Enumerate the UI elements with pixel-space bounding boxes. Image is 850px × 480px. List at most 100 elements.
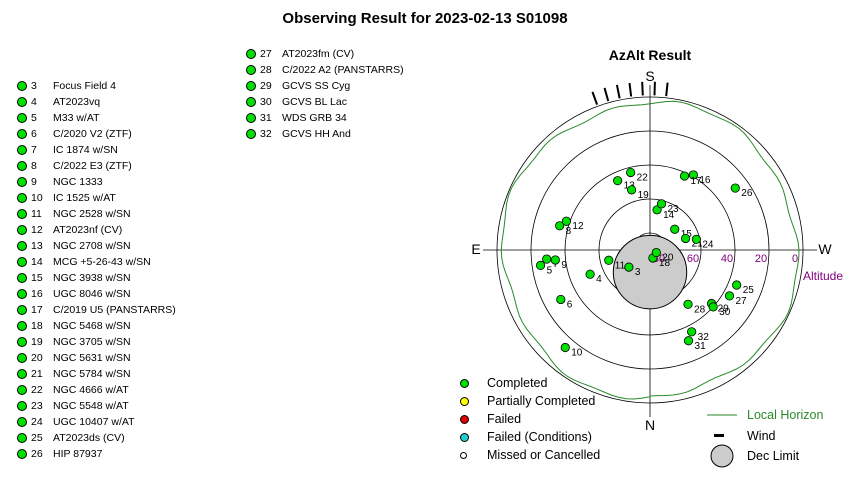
target-name: HIP 87937 [53, 448, 103, 460]
completed-dot-icon [17, 353, 27, 363]
completed-dot-icon [246, 65, 256, 75]
wind-mark [603, 87, 610, 102]
target-name: NGC 2528 w/SN [53, 208, 131, 220]
local-horizon-legend-label: Local Horizon [747, 408, 823, 422]
target-point [556, 294, 566, 305]
completed-dot-icon [17, 193, 27, 203]
target-point-label: 31 [695, 341, 707, 352]
failed-conditions-dot-icon [460, 433, 469, 442]
target-name: UGC 8046 w/SN [53, 288, 131, 300]
wind-mark [591, 91, 599, 105]
target-point-label: 16 [699, 175, 711, 186]
target-number: 3 [31, 80, 37, 92]
target-name: AT2023nf (CV) [53, 224, 123, 236]
completed-dot-icon [246, 81, 256, 91]
target-number: 16 [31, 288, 43, 300]
target-number: 26 [31, 448, 43, 460]
target-name: AT2023vq [53, 96, 101, 108]
target-point [542, 254, 552, 264]
target-point-label: 14 [663, 210, 675, 221]
altitude-tick-label: 40 [721, 253, 733, 265]
target-number: 12 [31, 224, 43, 236]
target-point [687, 327, 697, 337]
target-name: NGC 3938 w/SN [53, 272, 131, 284]
target-point-label: 23 [668, 204, 680, 215]
target-name: UGC 10407 w/AT [53, 416, 135, 428]
completed-dot-icon [17, 177, 27, 187]
completed-dot-icon [17, 113, 27, 123]
target-point [555, 221, 565, 231]
completed-dot-icon [17, 449, 27, 459]
target-number: 32 [260, 128, 272, 140]
target-name: NGC 3705 w/SN [53, 336, 131, 348]
completed-dot-icon [460, 379, 469, 388]
target-point-label: 18 [659, 258, 671, 269]
target-point [624, 262, 634, 272]
target-point [708, 302, 718, 312]
target-point [730, 183, 740, 193]
target-name: GCVS HH And [282, 128, 351, 140]
altitude-tick-label: 60 [687, 253, 699, 265]
target-name: GCVS BL Lac [282, 96, 347, 108]
target-point-label: 28 [694, 304, 706, 315]
completed-dot-icon [17, 273, 27, 283]
target-number: 8 [31, 160, 37, 172]
target-point [613, 176, 623, 186]
target-number: 20 [31, 352, 43, 364]
target-point-label: 17 [690, 176, 702, 187]
missed-dot-icon [460, 452, 467, 459]
target-name: NGC 5631 w/SN [53, 352, 131, 364]
target-name: M33 w/AT [53, 112, 100, 124]
completed-dot-icon [17, 401, 27, 411]
altitude-axis-label: Altitude [803, 269, 843, 283]
target-point [561, 216, 572, 226]
completed-dot-icon [246, 49, 256, 59]
target-point-label: 24 [702, 239, 714, 250]
target-number: 25 [31, 432, 43, 444]
target-number: 29 [260, 80, 272, 92]
dec-limit-circle [612, 234, 688, 310]
chart-title: AzAlt Result [609, 47, 692, 63]
target-point [627, 185, 637, 195]
target-point [679, 171, 690, 181]
target-number: 31 [260, 112, 272, 124]
target-point-label: 8 [566, 226, 572, 237]
target-point [550, 255, 560, 265]
target-point-label: 21 [692, 238, 704, 249]
page-title: Observing Result for 2023-02-13 S01098 [282, 10, 568, 27]
completed-dot-icon [17, 385, 27, 395]
target-name: NGC 5468 w/SN [53, 320, 131, 332]
completed-dot-icon [17, 305, 27, 315]
target-number: 19 [31, 336, 43, 348]
target-name: NGC 2708 w/SN [53, 240, 131, 252]
target-point [683, 299, 693, 309]
target-name: Focus Field 4 [53, 80, 117, 92]
completed-dot-icon [17, 417, 27, 427]
target-point [604, 255, 614, 265]
target-point-label: 6 [567, 299, 573, 310]
dec-limit-legend-mark [710, 444, 734, 468]
target-point [560, 342, 570, 353]
target-point-label: 20 [662, 253, 674, 264]
target-name: AT2023ds (CV) [53, 432, 125, 444]
target-point-label: 30 [719, 307, 731, 318]
wind-legend-label: Wind [747, 429, 776, 443]
target-point [626, 167, 636, 178]
local-horizon-line [500, 100, 800, 400]
target-point [724, 291, 735, 301]
target-number: 18 [31, 320, 43, 332]
target-point-label: 32 [698, 332, 710, 343]
target-name: GCVS SS Cyg [282, 80, 351, 92]
completed-dot-icon [17, 161, 27, 171]
target-point [656, 199, 667, 209]
target-point-label: 12 [572, 221, 584, 232]
target-point [680, 233, 691, 244]
target-points: 3456789101112131415161718192021222324252… [535, 167, 754, 359]
completed-dot-icon [17, 209, 27, 219]
target-number: 23 [31, 400, 43, 412]
target-number: 28 [260, 64, 272, 76]
direction-label-west: W [818, 241, 832, 257]
target-name: AT2023fm (CV) [282, 48, 355, 60]
target-number: 22 [31, 384, 43, 396]
completed-dot-icon [17, 81, 27, 91]
